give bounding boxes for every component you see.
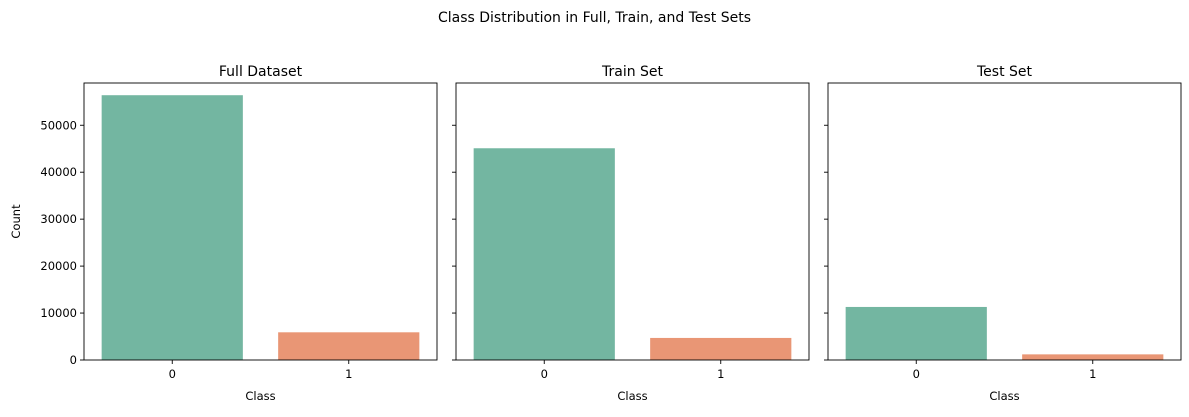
x-axis-label-1: Class [617,389,647,403]
bar-0-1 [278,332,420,360]
x-tick-label-0-0: 0 [169,367,176,381]
x-tick-label-0-1: 1 [345,367,352,381]
y-tick-label-1: 10000 [40,306,77,320]
y-tick-label-5: 50000 [40,118,77,132]
bar-0-0 [101,95,243,360]
x-tick-label-2-1: 1 [1089,367,1096,381]
panel-title-2: Test Set [976,64,1033,80]
x-axis-label-2: Class [989,389,1019,403]
axes-frame-0 [83,82,438,361]
panel-title-0: Full Dataset [219,64,303,80]
axes-frame-2 [827,82,1182,361]
y-tick-label-0: 0 [70,353,77,367]
x-tick-label-2-0: 0 [913,367,920,381]
x-tick-label-1-1: 1 [717,367,724,381]
panel-title-1: Train Set [601,64,664,80]
y-tick-label-2: 20000 [40,259,77,273]
figure-suptitle: Class Distribution in Full, Train, and T… [438,10,751,26]
y-axis-label: Count [9,204,23,239]
y-tick-label-3: 30000 [40,212,77,226]
axes-frame-1 [455,82,810,361]
x-axis-label-0: Class [245,389,275,403]
x-tick-label-1-0: 0 [541,367,548,381]
bar-2-0 [845,306,987,360]
bar-1-1 [650,337,792,360]
y-tick-label-4: 40000 [40,165,77,179]
bar-2-1 [1022,354,1164,360]
bar-1-0 [473,148,615,360]
